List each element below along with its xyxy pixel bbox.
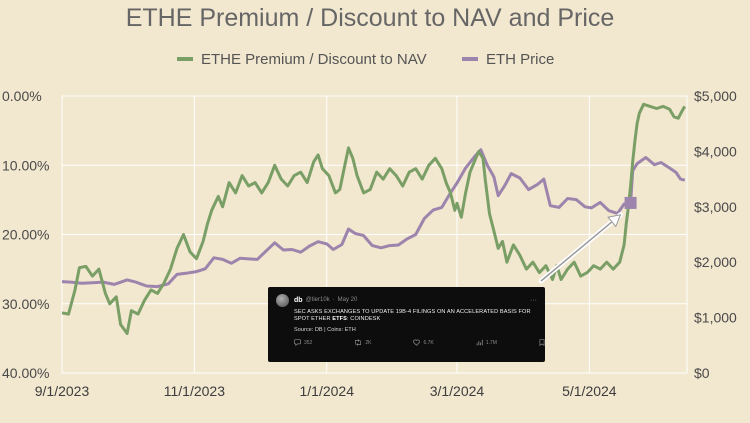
annotation-arrow bbox=[538, 212, 623, 284]
reply-action: 352 bbox=[294, 339, 312, 346]
tweet-actions: 352 2K 6.7K 1.7M bbox=[276, 339, 545, 346]
y-left-tick-label: 10.00% bbox=[2, 157, 49, 173]
retweet-icon bbox=[355, 339, 362, 346]
tweet-text-highlight: ETFS bbox=[332, 316, 347, 322]
bookmark-action bbox=[539, 339, 545, 346]
x-ticks: 9/1/2023 11/1/2023 1/1/2024 3/1/2024 5/1/202… bbox=[35, 383, 617, 399]
x-tick-label: 3/1/2024 bbox=[430, 383, 485, 399]
like-count: 6.7K bbox=[423, 339, 434, 346]
tweet-separator: · bbox=[332, 297, 335, 303]
views-icon bbox=[476, 339, 483, 346]
x-tick-label: 5/1/2024 bbox=[562, 383, 617, 399]
x-tick-label: 9/1/2023 bbox=[35, 383, 90, 399]
reply-icon bbox=[294, 339, 301, 346]
tweet-text: SEC ASKS EXCHANGES TO UPDATE 19B-4 FILIN… bbox=[276, 309, 537, 323]
legend: ETHE Premium / Discount to NAV ETH Price bbox=[177, 51, 554, 68]
bookmark-icon bbox=[539, 339, 545, 346]
tweet-author-name: db bbox=[294, 296, 303, 304]
series-ethe-discount-line bbox=[61, 102, 687, 335]
views-action: 1.7M bbox=[476, 339, 497, 346]
reply-count: 352 bbox=[304, 339, 313, 346]
y-left-tick-label: 0.00% bbox=[2, 88, 42, 104]
retweet-count: 2K bbox=[365, 339, 372, 346]
legend-label: ETHE Premium / Discount to NAV bbox=[201, 51, 427, 68]
y-left-tick-label: 20.00% bbox=[2, 227, 49, 243]
tweet-source: Source: DB | Coins: ETH bbox=[294, 327, 356, 333]
y-right-tick-label: $4,000 bbox=[694, 143, 737, 159]
chart-title: ETHE Premium / Discount to NAV and Price bbox=[126, 4, 615, 32]
y-right-tick-label: $1,000 bbox=[694, 310, 737, 326]
y-left-tick-label: 30.00% bbox=[2, 296, 49, 312]
like-icon bbox=[413, 339, 421, 346]
y-right-tick-label: $0 bbox=[694, 365, 710, 381]
tweet-text-prefix: SEC ASKS EXCHANGES TO UPDATE 19B-4 FILIN… bbox=[294, 309, 531, 322]
y-right-tick-label: $5,000 bbox=[694, 88, 737, 104]
y-right-ticks: $5,000 $4,000 $3,000 $2,000 $1,000 $0 bbox=[694, 88, 737, 381]
x-tick-label: 1/1/2024 bbox=[300, 383, 355, 399]
more-dots-icon: ··· bbox=[530, 296, 537, 304]
legend-label: ETH Price bbox=[486, 51, 554, 68]
avatar bbox=[276, 293, 289, 307]
y-left-tick-label: 40.00% bbox=[2, 365, 49, 381]
tweet-card: db @tier10k · May 20 ··· SEC ASKS EXCHAN… bbox=[268, 287, 545, 362]
y-right-tick-label: $2,000 bbox=[694, 254, 737, 270]
tweet-text-suffix: : COINDESK bbox=[347, 316, 381, 322]
like-action: 6.7K bbox=[413, 339, 434, 346]
retweet-action: 2K bbox=[354, 339, 371, 346]
tweet-author-handle: @tier10k bbox=[305, 297, 330, 303]
x-tick-label: 11/1/2023 bbox=[164, 383, 225, 399]
tweet-date: May 20 bbox=[337, 297, 358, 303]
eth-price-marker bbox=[624, 196, 637, 209]
series-eth-price-line bbox=[61, 148, 686, 289]
views-count: 1.7M bbox=[485, 339, 497, 346]
y-left-ticks: 0.00% 10.00% 20.00% 30.00% 40.00% bbox=[2, 88, 49, 381]
y-right-tick-label: $3,000 bbox=[694, 199, 737, 215]
